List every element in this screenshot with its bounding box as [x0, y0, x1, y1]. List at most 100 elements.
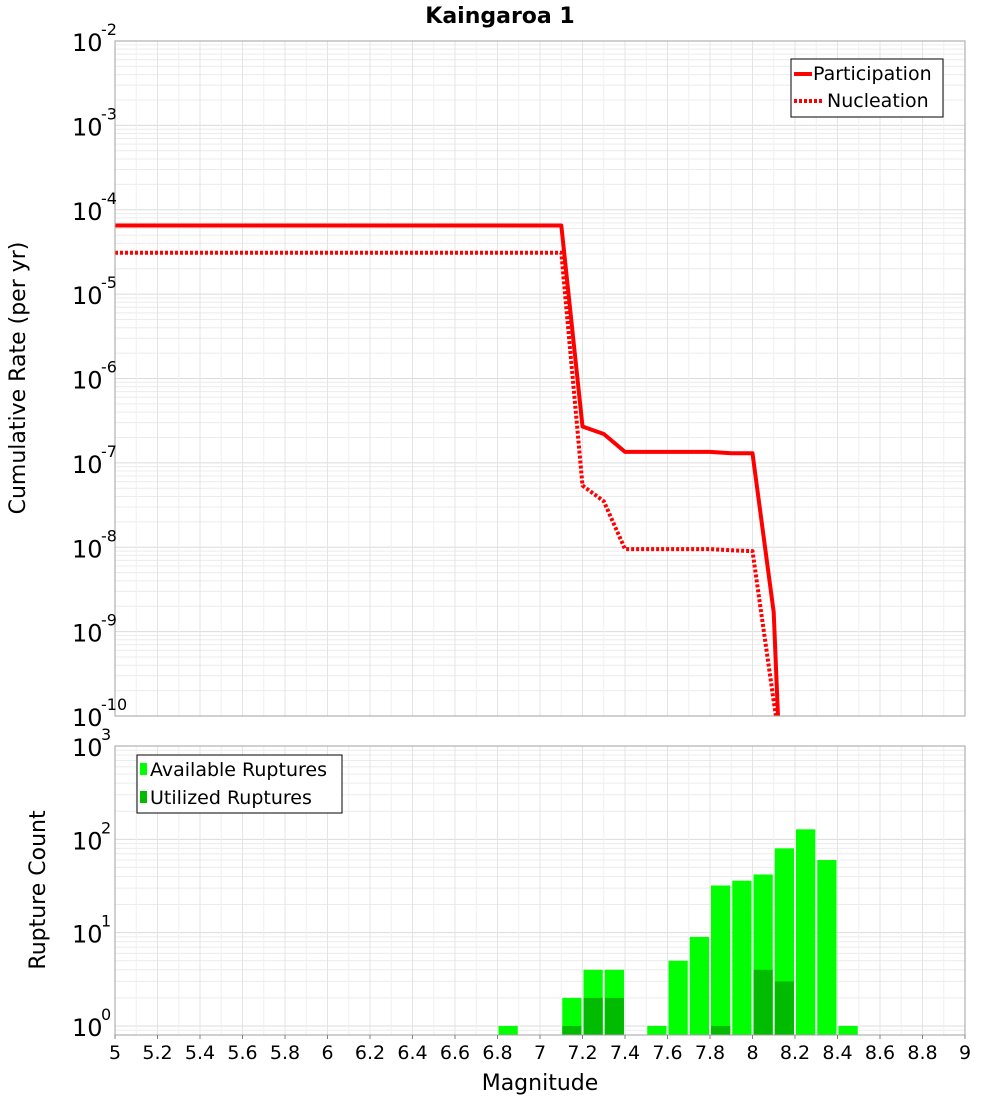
rate-legend: Participation Nucleation — [790, 58, 944, 118]
x-tick-label: 7.6 — [652, 1042, 682, 1064]
rate-y-tick-base: 10 — [72, 198, 103, 226]
count-y-tick-label: 101 — [72, 912, 111, 949]
x-tick-label: 7.4 — [610, 1042, 640, 1064]
count-y-tick-exponent: 2 — [101, 818, 111, 837]
x-tick-label: 6.4 — [397, 1042, 427, 1064]
rate-y-tick-label: 10-5 — [72, 273, 117, 310]
rate-y-tick-exponent: -2 — [101, 20, 117, 39]
count-y-tick-base: 10 — [72, 734, 103, 762]
bar-utilized-ruptures — [604, 997, 624, 1035]
count-legend: Available Ruptures Utilized Ruptures — [136, 754, 343, 814]
rate-y-tick-base: 10 — [72, 451, 103, 479]
rate-y-tick-exponent: -8 — [101, 526, 117, 545]
count-x-tick-labels: 5 5.2 5.4 5.6 5.8 6 6.2 6.4 6.6 6.8 7 7.2 7.4 7.6 7.8 8… — [109, 1035, 971, 1064]
bar-available-ruptures — [647, 1025, 667, 1035]
x-tick-label: 6.2 — [355, 1042, 385, 1064]
rate-y-tick-base: 10 — [72, 620, 103, 648]
x-tick-label: 7.2 — [567, 1042, 597, 1064]
bar-available-ruptures — [689, 936, 709, 1035]
rate-y-tick-exponent: -4 — [101, 189, 117, 208]
rate-y-tick-label: 10-9 — [72, 611, 117, 648]
rate-y-tick-label: 10-6 — [72, 358, 117, 395]
rate-y-tick-label: 10-8 — [72, 526, 117, 563]
bar-available-ruptures — [498, 1025, 518, 1035]
x-tick-label: 8.8 — [907, 1042, 937, 1064]
x-tick-label: 6.6 — [440, 1042, 470, 1064]
rate-y-tick-exponent: -10 — [101, 695, 127, 714]
count-y-tick-exponent: 1 — [101, 912, 111, 931]
bar-utilized-ruptures — [711, 1025, 731, 1035]
bar-utilized-ruptures — [562, 1025, 582, 1035]
count-y-tick-exponent: 3 — [101, 725, 111, 744]
legend-participation-label: Participation — [813, 63, 932, 85]
x-tick-label: 5.6 — [227, 1042, 257, 1064]
rate-y-tick-exponent: -3 — [101, 104, 117, 123]
count-y-tick-base: 10 — [72, 827, 103, 855]
legend-nucleation-label: Nucleation — [827, 90, 929, 112]
count-y-tick-base: 10 — [72, 1014, 103, 1042]
bar-available-ruptures — [796, 829, 816, 1035]
rate-y-tick-exponent: -5 — [101, 273, 117, 292]
x-tick-label: 7.8 — [695, 1042, 725, 1064]
count-y-tick-label: 103 — [72, 725, 111, 762]
rate-legend-box — [790, 58, 944, 118]
bar-utilized-ruptures — [774, 981, 794, 1035]
rate-y-tick-label: 10-7 — [72, 442, 117, 479]
legend-utilized-swatch — [140, 791, 147, 803]
rate-y-tick-base: 10 — [72, 29, 103, 57]
rate-series-group — [115, 223, 780, 717]
x-tick-label: 6.8 — [482, 1042, 512, 1064]
bar-available-ruptures — [562, 997, 582, 1035]
rate-y-tick-base: 10 — [72, 367, 103, 395]
rate-y-tick-label: 10-4 — [72, 189, 117, 226]
count-y-tick-exponent: 0 — [101, 1005, 111, 1024]
rate-y-tick-label: 10-3 — [72, 104, 117, 141]
x-tick-label: 9 — [959, 1042, 971, 1064]
x-tick-label: 7 — [534, 1042, 546, 1064]
rate-y-tick-base: 10 — [72, 704, 103, 732]
bar-available-ruptures — [732, 880, 752, 1035]
bar-utilized-ruptures — [583, 997, 603, 1035]
rate-y-axis-label: Cumulative Rate (per yr) — [6, 242, 31, 515]
x-tick-label: 5.8 — [270, 1042, 300, 1064]
series-line-nucleation — [115, 250, 778, 717]
legend-utilized-label: Utilized Ruptures — [150, 787, 312, 809]
x-tick-label: 8.2 — [780, 1042, 810, 1064]
count-y-tick-label: 100 — [72, 1005, 111, 1042]
x-tick-label: 5.2 — [142, 1042, 172, 1064]
rate-plot-frame — [114, 40, 966, 717]
rate-y-tick-exponent: -6 — [101, 358, 117, 377]
legend-available-swatch — [140, 763, 147, 775]
count-y-tick-base: 10 — [72, 921, 103, 949]
rate-y-tick-label: 10-10 — [72, 695, 127, 732]
count-y-axis-label: Rupture Count — [26, 810, 51, 970]
bar-available-ruptures — [668, 960, 688, 1035]
rate-y-tick-label: 10-2 — [72, 20, 117, 57]
x-tick-label: 6 — [321, 1042, 333, 1064]
legend-available-label: Available Ruptures — [150, 759, 327, 781]
series-line-participation — [115, 223, 780, 717]
x-tick-label: 8.4 — [822, 1042, 852, 1064]
bar-utilized-ruptures — [753, 969, 773, 1035]
x-tick-label: 5.4 — [185, 1042, 215, 1064]
rate-y-tick-exponent: -7 — [101, 442, 117, 461]
bar-available-ruptures — [838, 1025, 858, 1035]
rate-y-tick-base: 10 — [72, 113, 103, 141]
rate-y-tick-base: 10 — [72, 535, 103, 563]
rate-gridlines — [114, 40, 966, 717]
bar-available-ruptures — [711, 885, 731, 1035]
chart-title: Kaingaroa 1 — [425, 4, 574, 29]
rate-y-tick-exponent: -9 — [101, 611, 117, 630]
x-tick-label: 8.6 — [865, 1042, 895, 1064]
x-tick-label: 5 — [109, 1042, 121, 1064]
rate-y-tick-base: 10 — [72, 282, 103, 310]
bar-available-ruptures — [817, 860, 837, 1035]
count-bars-group — [498, 829, 858, 1035]
count-y-tick-label: 102 — [72, 818, 111, 855]
x-tick-label: 8 — [746, 1042, 758, 1064]
